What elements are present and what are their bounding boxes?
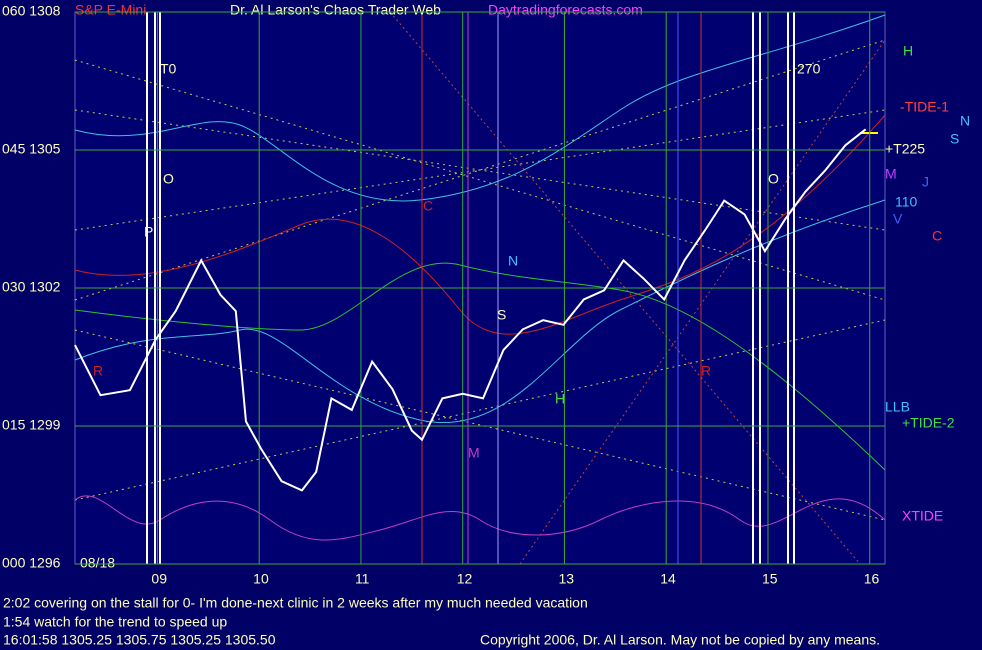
annotation: XTIDE xyxy=(902,508,943,524)
y-tick-label: 060 1308 xyxy=(2,3,61,19)
annotation: O xyxy=(768,171,779,187)
x-tick-label: 16 xyxy=(864,571,880,587)
decor-lines xyxy=(74,39,886,521)
note: 2:02 covering on the stall for 0- I'm do… xyxy=(3,595,588,611)
annotation: +T225 xyxy=(885,141,925,157)
band-lower xyxy=(74,199,886,423)
annotation: R xyxy=(701,363,711,379)
annotation: T0 xyxy=(160,61,177,77)
x-tick-label: 09 xyxy=(151,571,167,587)
x-tick-label: 14 xyxy=(660,571,676,587)
symbol: S&P E-Mini xyxy=(75,2,146,18)
copyright: Copyright 2006, Dr. Al Larson. May not b… xyxy=(480,632,880,648)
x-tick-label: 15 xyxy=(762,571,778,587)
x-tick-label: 10 xyxy=(253,571,269,587)
annotation: C xyxy=(932,228,942,244)
x-tick-label: 11 xyxy=(355,571,370,587)
annotation: S xyxy=(497,307,506,323)
annotation: +TIDE-2 xyxy=(902,415,955,431)
price-line xyxy=(74,128,867,492)
note: 16:01:58 1305.25 1305.75 1305.25 1305.50 xyxy=(3,632,276,648)
annotation: C xyxy=(423,198,433,214)
annotation: S xyxy=(950,131,959,147)
y-tick-label: 030 1302 xyxy=(2,279,61,295)
annotation: LLB xyxy=(885,399,910,415)
annotation: 110 xyxy=(895,194,918,210)
annotation: H xyxy=(903,43,913,59)
xtide xyxy=(74,495,886,541)
date: 08/18 xyxy=(80,555,115,571)
annotation: P xyxy=(144,224,153,240)
y-tick-label: 045 1305 xyxy=(2,141,61,157)
annotation: M xyxy=(468,445,480,461)
annotation: V xyxy=(893,211,903,227)
y-tick-label: 015 1299 xyxy=(2,417,61,433)
tide-red xyxy=(74,114,886,335)
annotation: N xyxy=(508,253,518,269)
annotation: M xyxy=(885,166,897,182)
x-tick-label: 13 xyxy=(558,571,574,587)
chart-title: Dr. Al Larson's Chaos Trader Web xyxy=(230,2,441,18)
annotation: N xyxy=(960,113,970,129)
tide-green xyxy=(74,262,886,471)
annotation: R xyxy=(93,363,103,379)
site: Daytradingforecasts.com xyxy=(488,2,643,18)
x-tick-label: 12 xyxy=(457,571,473,587)
note: 1:54 watch for the trend to speed up xyxy=(3,614,227,630)
annotation: J xyxy=(922,174,929,190)
annotation: O xyxy=(163,171,174,187)
band-upper xyxy=(74,14,886,202)
annotation: 270 xyxy=(797,61,821,77)
annotation: H xyxy=(555,391,565,407)
annotation: -TIDE-1 xyxy=(900,99,949,115)
y-tick-label: 000 1296 xyxy=(2,555,61,571)
